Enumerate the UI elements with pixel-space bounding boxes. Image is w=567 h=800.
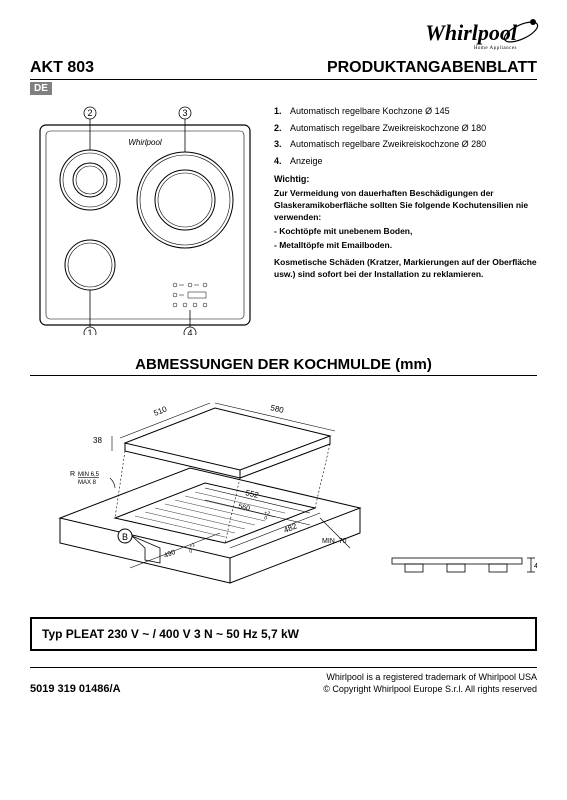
zone-4-controls <box>173 283 207 307</box>
svg-text:2: 2 <box>87 108 92 118</box>
header-row: AKT 803 PRODUKTANGABENBLATT <box>30 59 537 80</box>
svg-text:R: R <box>70 471 75 478</box>
part-number: 5019 319 01486/A <box>30 683 121 695</box>
side-profile-view: 42 <box>387 538 537 601</box>
legend-item: 1. Automatisch regelbare Kochzone Ø 145 <box>274 105 537 118</box>
logo-swoosh-icon <box>501 12 541 52</box>
svg-text:580: 580 <box>270 403 286 415</box>
hob-top-diagram: Whirlpool <box>30 105 260 338</box>
isometric-view: B 580 510 38 R MIN 6,5 MAX 8 552 560+20 <box>30 388 370 601</box>
product-overview-row: Whirlpool <box>30 105 537 338</box>
model-block: AKT 803 <box>30 59 94 77</box>
zone-2 <box>60 150 120 210</box>
svg-text:MIN. 70: MIN. 70 <box>322 538 347 545</box>
brand-logo-row: Whirlpool Home Appliances <box>30 20 537 51</box>
legend-text: Automatisch regelbare Zweikreiskochzone … <box>290 138 537 151</box>
model-number: AKT 803 <box>30 59 94 77</box>
svg-text:MAX 8: MAX 8 <box>78 480 97 486</box>
legend-num: 2. <box>274 122 290 135</box>
electrical-spec-box: Typ PLEAT 230 V ~ / 400 V 3 N ~ 50 Hz 5,… <box>30 617 537 651</box>
cosmetic-note: Kosmetische Schäden (Kratzer, Markierung… <box>274 257 537 281</box>
dimensions-section-title: ABMESSUNGEN DER KOCHMULDE (mm) <box>30 356 537 376</box>
copyright-line: © Copyright Whirlpool Europe S.r.l. All … <box>323 684 537 696</box>
dimensions-diagram-row: B 580 510 38 R MIN 6,5 MAX 8 552 560+20 <box>30 388 537 601</box>
svg-text:38: 38 <box>93 436 102 445</box>
footer-row: 5019 319 01486/A Whirlpool is a register… <box>30 667 537 695</box>
svg-text:B: B <box>122 532 128 542</box>
legend-text: Anzeige <box>290 155 537 168</box>
svg-text:42: 42 <box>534 563 537 570</box>
footer-legal: Whirlpool is a registered trademark of W… <box>323 672 537 695</box>
legend-item: 3. Automatisch regelbare Zweikreiskochzo… <box>274 138 537 151</box>
legend-item: 4. Anzeige <box>274 155 537 168</box>
legend-item: 2. Automatisch regelbare Zweikreiskochzo… <box>274 122 537 135</box>
hob-logo-text: Whirlpool <box>128 138 162 147</box>
svg-text:MIN 6,5: MIN 6,5 <box>78 472 100 478</box>
bullet-item: - Metalltöpfe mit Emailboden. <box>274 240 537 252</box>
legend-text: Automatisch regelbare Zweikreiskochzone … <box>290 122 537 135</box>
trademark-line: Whirlpool is a registered trademark of W… <box>323 672 537 684</box>
zone-1 <box>65 240 115 290</box>
svg-text:1: 1 <box>87 328 92 335</box>
bullet-item: - Kochtöpfe mit unebenem Boden, <box>274 226 537 238</box>
zone-3 <box>137 152 233 248</box>
important-text: Zur Vermeidung von dauerhaften Beschädig… <box>274 188 537 224</box>
legend-num: 1. <box>274 105 290 118</box>
language-badge: DE <box>30 82 52 95</box>
legend-text: Automatisch regelbare Kochzone Ø 145 <box>290 105 537 118</box>
brand-logo: Whirlpool Home Appliances <box>425 20 537 51</box>
svg-text:3: 3 <box>182 108 187 118</box>
important-label: Wichtig: <box>274 173 537 186</box>
svg-text:4: 4 <box>187 328 192 335</box>
legend-column: 1. Automatisch regelbare Kochzone Ø 145 … <box>274 105 537 338</box>
doc-type-title: PRODUKTANGABENBLATT <box>327 59 537 77</box>
svg-text:510: 510 <box>152 404 168 418</box>
legend-num: 3. <box>274 138 290 151</box>
legend-num: 4. <box>274 155 290 168</box>
